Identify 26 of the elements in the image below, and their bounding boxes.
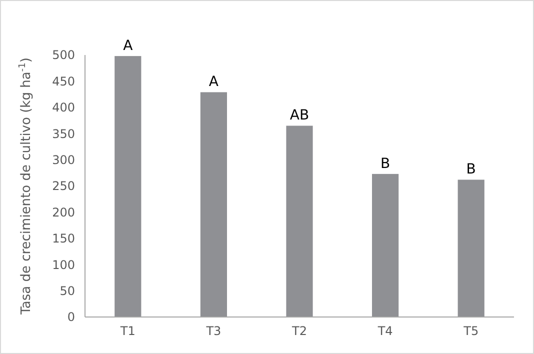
y-tick-label: 100 <box>52 258 75 272</box>
y-tick-label: 350 <box>52 126 75 141</box>
bar <box>458 180 484 317</box>
bar <box>200 92 227 317</box>
y-tick-label: 200 <box>52 205 75 220</box>
y-tick-label: 400 <box>52 100 75 115</box>
x-tick-label: T3 <box>205 324 222 338</box>
annotation: AB <box>290 108 310 124</box>
y-tick-label: 450 <box>52 74 75 88</box>
annotation: B <box>466 162 476 178</box>
annotation: A <box>208 74 219 90</box>
y-tick-label: 500 <box>52 48 75 62</box>
y-tick-label: 150 <box>52 232 75 246</box>
y-tick-label: 50 <box>60 284 75 298</box>
annotation: B <box>380 156 390 172</box>
bar <box>372 174 399 317</box>
annotation: A <box>123 38 134 54</box>
x-tick-label: T5 <box>462 324 479 338</box>
bar <box>114 56 142 317</box>
y-tick-label: 0 <box>67 310 75 324</box>
bar <box>286 126 313 317</box>
x-tick-label: T2 <box>291 324 307 338</box>
y-tick-label: 250 <box>52 179 75 194</box>
x-tick-label: T1 <box>119 324 136 338</box>
x-tick-label: T4 <box>376 324 393 338</box>
y-tick-label: 300 <box>52 153 75 167</box>
